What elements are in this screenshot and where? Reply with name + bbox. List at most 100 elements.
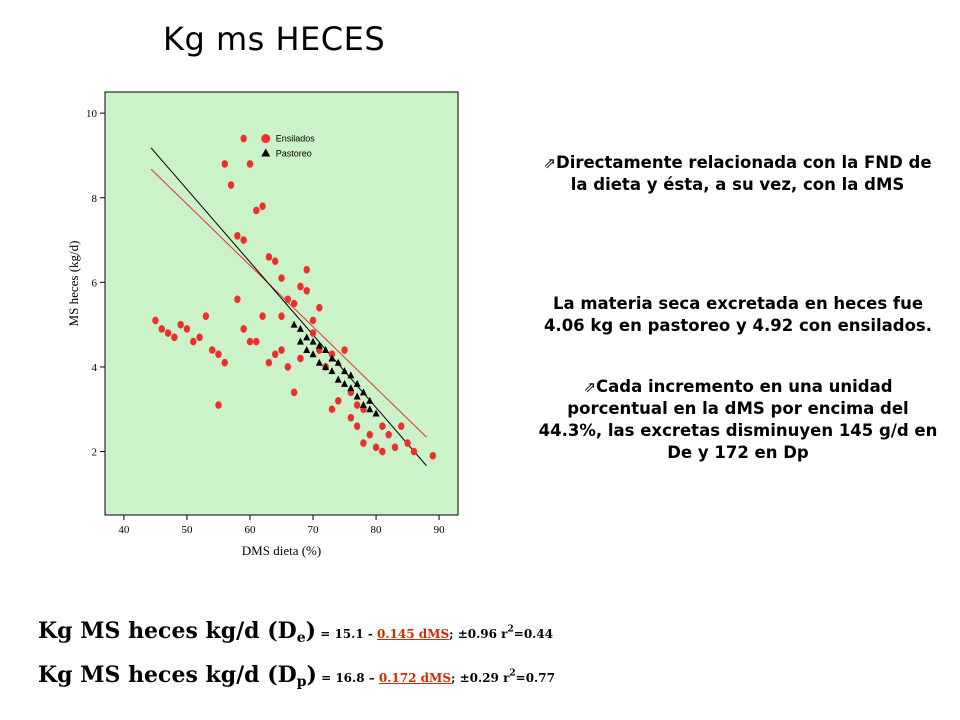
- data-point-ensilados: [271, 257, 279, 265]
- data-point-ensilados: [335, 396, 342, 405]
- data-point-ensilados: [379, 422, 386, 430]
- data-point-ensilados: [429, 451, 436, 460]
- eq2-err: ; ±0.29 r: [451, 671, 510, 685]
- data-point-pastoreo: [296, 337, 304, 345]
- data-point-ensilados: [341, 346, 348, 354]
- scatter-chart: 40 50 60 70 80 90 2 4 6 8 10 DMS dieta (%) MS heces …: [66, 91, 459, 558]
- note-decrease: ⇗Cada incremento en una unidad porcentua…: [538, 376, 938, 464]
- data-point-ensilados: [328, 405, 336, 414]
- data-point-ensilados: [152, 316, 159, 325]
- x-tick-label: 90: [434, 524, 446, 536]
- legend-marker-pastoreo: [261, 148, 271, 157]
- y-tick-label: 6: [92, 277, 98, 289]
- y-axis-label: MS heces (kg/d): [66, 241, 81, 327]
- data-point-ensilados: [290, 388, 298, 397]
- data-point-pastoreo: [322, 362, 330, 370]
- data-point-ensilados: [372, 443, 380, 452]
- y-tick-label: 4: [92, 362, 98, 374]
- page-title: Kg ms HECES: [163, 20, 386, 58]
- data-point-pastoreo: [341, 367, 349, 375]
- data-point-ensilados: [278, 312, 285, 320]
- data-point-ensilados: [303, 287, 310, 295]
- y-tick-label: 10: [86, 108, 98, 120]
- data-point-pastoreo: [303, 346, 311, 354]
- arrow-bullet-icon: ⇗: [543, 154, 556, 172]
- data-point-ensilados: [353, 401, 361, 409]
- data-point-ensilados: [215, 401, 222, 409]
- data-point-ensilados: [347, 413, 355, 422]
- data-point-ensilados: [265, 358, 273, 367]
- data-point-pastoreo: [359, 388, 367, 396]
- x-tick-label: 40: [118, 524, 129, 536]
- data-point-pastoreo: [366, 405, 374, 413]
- data-point-ensilados: [221, 358, 228, 367]
- data-point-ensilados: [190, 337, 197, 346]
- data-point-ensilados: [259, 202, 266, 211]
- data-point-pastoreo: [334, 375, 342, 383]
- data-point-ensilados: [240, 134, 247, 143]
- data-point-ensilados: [284, 295, 292, 304]
- data-point-ensilados: [171, 333, 178, 342]
- data-point-ensilados: [246, 337, 254, 346]
- legend-marker-ensilados: [261, 134, 271, 144]
- legend-label-pastoreo: Pastoreo: [276, 149, 312, 159]
- eq1-close: ): [305, 618, 317, 644]
- data-point-ensilados: [309, 316, 317, 325]
- eq1-r2: =0.44: [513, 627, 554, 641]
- data-point-ensilados: [202, 312, 210, 320]
- data-point-ensilados: [379, 447, 386, 456]
- data-point-ensilados: [221, 160, 228, 168]
- data-point-pastoreo: [347, 384, 355, 392]
- data-point-ensilados: [297, 354, 304, 363]
- data-point-pastoreo: [353, 392, 361, 400]
- data-point-pastoreo: [315, 358, 323, 366]
- data-point-ensilados: [303, 265, 310, 274]
- eq2-sub: p: [296, 674, 307, 691]
- data-point-ensilados: [177, 320, 184, 329]
- eq2-close: ): [306, 662, 317, 688]
- data-point-ensilados: [271, 350, 279, 359]
- eq2-const: = 16.8 –: [316, 671, 379, 685]
- note-decrease-text: Cada incremento en una unidad porcentual…: [538, 377, 938, 462]
- data-point-pastoreo: [347, 371, 355, 379]
- eq1-sup: 2: [507, 624, 514, 635]
- data-point-pastoreo: [296, 324, 304, 332]
- eq2-prefix: Kg MS heces kg/d (D: [38, 662, 297, 688]
- data-point-ensilados: [398, 422, 405, 430]
- eq1-sub: e: [296, 630, 306, 647]
- data-point-pastoreo: [353, 379, 361, 387]
- data-point-ensilados: [284, 363, 292, 371]
- eq2-sup: 2: [509, 668, 516, 679]
- data-point-pastoreo: [334, 358, 342, 366]
- legend-label-ensilados: Ensilados: [276, 134, 316, 144]
- data-point-ensilados: [234, 232, 241, 240]
- data-point-pastoreo: [359, 401, 367, 409]
- data-point-ensilados: [385, 430, 392, 439]
- data-point-ensilados: [259, 312, 266, 320]
- y-tick-label: 2: [92, 447, 98, 459]
- data-point-ensilados: [366, 430, 373, 439]
- data-point-ensilados: [240, 236, 247, 244]
- data-point-ensilados: [353, 422, 361, 430]
- data-point-pastoreo: [328, 367, 336, 375]
- data-point-pastoreo: [315, 341, 323, 349]
- eq1-slope: 0.145 dMS: [377, 627, 450, 641]
- data-point-ensilados: [240, 325, 247, 333]
- note-excretion: La materia seca excretada en heces fue 4…: [538, 293, 938, 337]
- equation-ensilados: Kg MS heces kg/d (De) = 15.1 - 0.145 dMS…: [38, 618, 553, 646]
- eq2-slope: 0.172 dMS: [378, 671, 451, 685]
- data-point-ensilados: [328, 350, 336, 359]
- note-fnd-text: Directamente relacionada con la FND de l…: [556, 153, 932, 194]
- eq1-err: ; ±0.96 r: [449, 627, 508, 641]
- data-point-ensilados: [158, 325, 165, 333]
- data-point-ensilados: [183, 325, 191, 333]
- fit-line-ensilados: [150, 168, 427, 438]
- data-point-ensilados: [265, 253, 273, 261]
- data-point-pastoreo: [328, 354, 336, 362]
- fit-line-pastoreo: [150, 147, 427, 467]
- data-point-ensilados: [410, 447, 418, 456]
- y-tick-label: 8: [92, 193, 98, 205]
- data-point-pastoreo: [303, 333, 311, 341]
- data-point-ensilados: [227, 181, 235, 189]
- data-point-pastoreo: [372, 409, 380, 417]
